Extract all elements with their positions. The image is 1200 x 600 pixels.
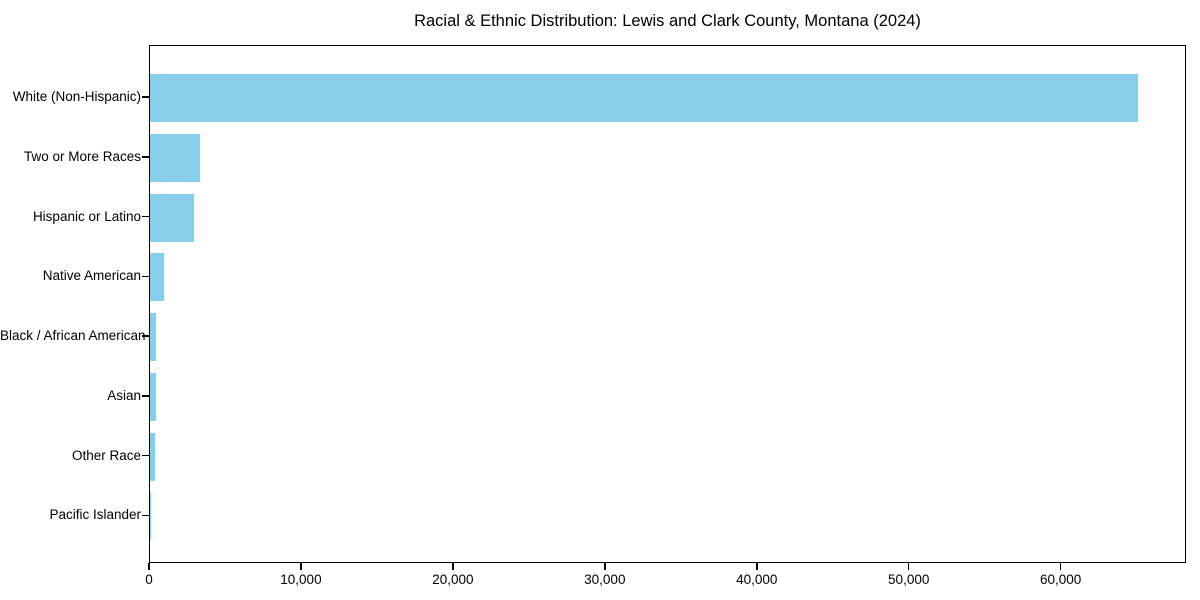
y-tick-mark <box>142 514 149 516</box>
y-tick-label: Black / African American <box>0 328 146 343</box>
y-tick-label: Asian <box>107 387 141 403</box>
x-tick-mark <box>1059 563 1062 570</box>
y-tick-mark <box>142 335 149 337</box>
y-tick-label: Pacific Islander <box>49 507 141 523</box>
plot-area <box>149 45 1186 563</box>
bar <box>150 74 1138 122</box>
y-tick-label: Native American <box>42 268 141 284</box>
bar <box>150 193 195 242</box>
y-tick-label: Two or More Races <box>23 148 141 164</box>
y-tick-mark <box>142 96 149 98</box>
bar <box>150 253 165 302</box>
y-tick-label: White (Non-Hispanic) <box>12 89 141 104</box>
x-tick-mark <box>756 563 758 570</box>
x-tick-mark <box>907 563 910 570</box>
x-tick-label: 40,000 <box>736 572 778 587</box>
x-tick-mark <box>148 563 150 570</box>
x-tick-label: 20,000 <box>432 572 474 587</box>
y-tick-label: Other Race <box>71 447 141 463</box>
chart-title: Racial & Ethnic Distribution: Lewis and … <box>414 12 921 30</box>
x-tick-mark <box>300 563 302 570</box>
bar <box>150 432 155 481</box>
y-tick-mark <box>142 156 149 158</box>
bar <box>150 133 201 182</box>
x-tick-label: 30,000 <box>584 572 626 587</box>
bar <box>150 313 157 361</box>
x-tick-mark <box>604 563 606 570</box>
bar <box>150 372 157 421</box>
x-tick-label: 10,000 <box>280 572 322 587</box>
x-tick-label: 50,000 <box>888 572 930 587</box>
y-tick-mark <box>142 395 149 397</box>
y-tick-label: Hispanic or Latino <box>32 208 141 224</box>
x-tick-label: 0 <box>145 572 153 587</box>
x-tick-mark <box>452 563 454 570</box>
y-tick-mark <box>142 275 149 277</box>
y-tick-mark <box>142 454 149 457</box>
x-tick-label: 60,000 <box>1039 572 1082 587</box>
bar <box>150 492 151 541</box>
y-tick-mark <box>142 215 149 218</box>
